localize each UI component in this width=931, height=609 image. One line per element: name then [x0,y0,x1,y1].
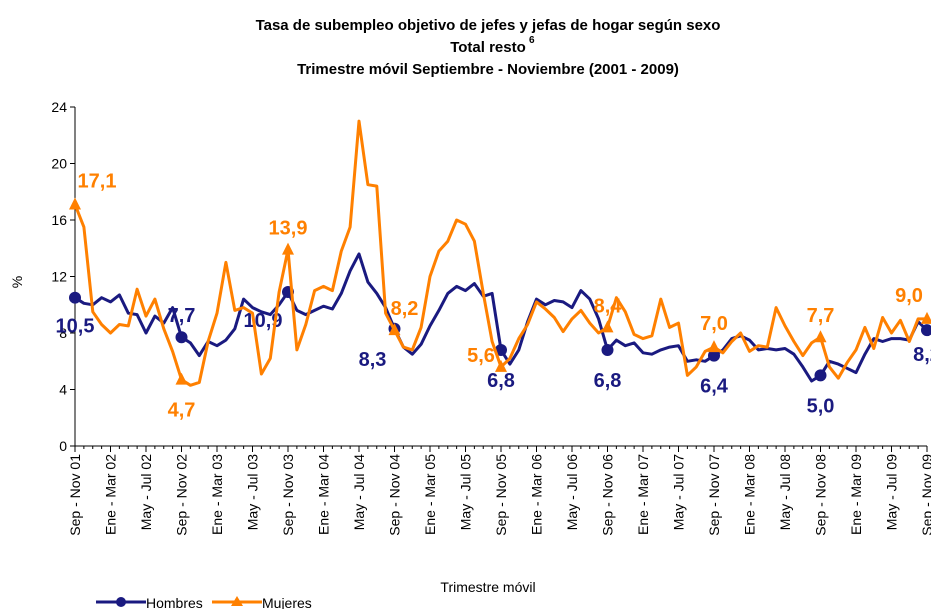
y-axis-label: % [9,276,25,288]
x-tick-label: May - Jul 05 [458,454,474,530]
data-label: 5,6 [467,345,495,367]
x-tick-label: Sep - Nov 01 [67,454,83,536]
x-tick-label: May - Jul 07 [671,454,687,530]
x-tick-label: Sep - Nov 08 [813,454,829,536]
point-marker [495,359,507,372]
legend-label: Hombres [146,595,203,609]
legend-marker [116,597,126,607]
x-tick-label: Sep - Nov 07 [706,454,722,536]
x-tick-label: Ene - Mar 05 [422,454,438,535]
x-tick-label: Ene - Mar 04 [316,454,332,535]
x-tick-label: Ene - Mar 07 [635,454,651,535]
data-label: 8,2 [391,298,419,320]
x-tick-label: Ene - Mar 06 [529,454,545,535]
x-tick-label: Ene - Mar 08 [742,454,758,535]
point-marker [601,320,614,333]
data-label: 8,2 [913,344,931,366]
point-marker [708,349,720,362]
point-marker [708,340,720,353]
data-label: 7,0 [700,313,728,335]
x-tick-label: Sep - Nov 06 [600,454,616,536]
point-marker [69,291,81,304]
y-tick-label: 8 [59,325,67,341]
data-label: 6,4 [700,376,729,398]
y-tick-label: 16 [51,212,67,228]
x-tick-label: Ene - Mar 09 [848,454,864,535]
y-tick-label: 24 [51,99,67,115]
point-marker [175,331,188,344]
data-label: 6,8 [594,370,622,392]
x-tick-label: Ene - Mar 02 [103,454,119,535]
data-label: 6,8 [487,370,515,392]
point-marker [814,369,827,382]
point-marker [814,330,827,343]
y-tick-label: 0 [59,438,67,454]
data-label: 7,7 [807,305,835,327]
point-marker [175,372,188,385]
data-label: 17,1 [78,170,117,192]
x-axis-label: Trimestre móvil [440,579,535,595]
point-marker [495,343,507,356]
title-superscript: 6 [529,35,535,46]
point-marker [921,311,931,324]
point-marker [69,197,81,210]
legend-marker [231,596,243,606]
x-tick-label: May - Jul 08 [777,454,793,530]
data-label: 4,7 [168,400,196,422]
point-marker [921,324,931,337]
y-tick-label: 20 [51,156,67,172]
x-tick-label: May - Jul 03 [245,454,261,530]
chart-title: Total resto [450,39,526,56]
x-tick-label: May - Jul 09 [884,454,900,530]
y-tick-label: 4 [59,382,67,398]
x-tick-label: Ene - Mar 03 [209,454,225,535]
data-label: 10,5 [56,316,95,338]
data-label: 9,0 [895,285,923,307]
chart-title: Tasa de subempleo objetivo de jefes y je… [256,17,721,34]
x-tick-label: May - Jul 04 [351,454,367,530]
x-tick-label: May - Jul 02 [138,454,154,530]
legend-label: Mujeres [262,595,312,609]
x-tick-label: Sep - Nov 02 [174,454,190,536]
point-marker [601,343,614,356]
data-label: 8,3 [359,349,387,371]
data-label: 8,4 [594,295,623,317]
data-label: 5,0 [807,395,835,417]
data-label: 7,7 [168,305,196,327]
x-tick-label: Sep - Nov 09 [919,454,931,536]
x-tick-label: Sep - Nov 03 [280,454,296,536]
x-tick-label: May - Jul 06 [564,454,580,530]
x-tick-label: Sep - Nov 05 [493,454,509,536]
y-tick-label: 12 [51,269,67,285]
point-marker [388,323,401,336]
chart-title: Trimestre móvil Septiembre - Noviembre (… [297,61,679,78]
point-marker [282,242,294,255]
data-label: 13,9 [269,218,308,240]
x-tick-label: Sep - Nov 04 [387,454,403,536]
